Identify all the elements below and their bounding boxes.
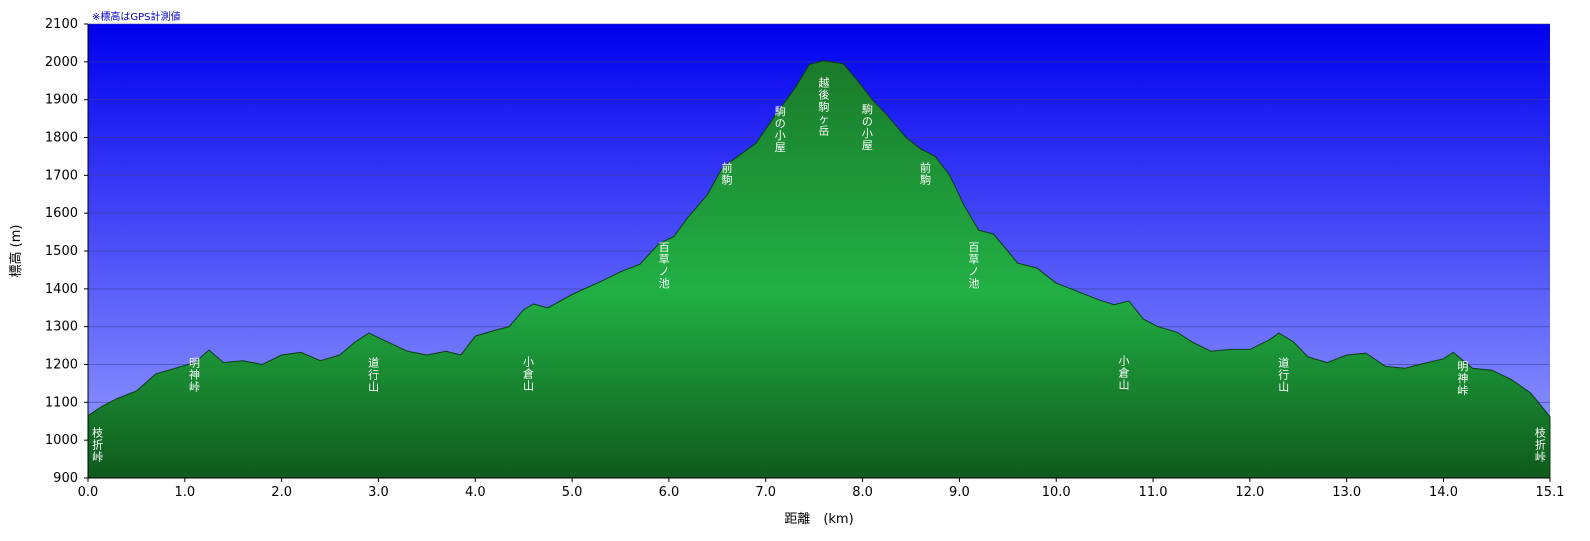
y-tick-label: 1400 <box>45 282 78 297</box>
x-tick-label: 9.0 <box>949 485 970 500</box>
place-label: 小倉山 <box>1118 355 1129 392</box>
y-tick-label: 1900 <box>45 93 78 108</box>
place-label: 明神峠 <box>189 356 200 393</box>
place-label: 小倉山 <box>523 356 534 393</box>
x-tick-label: 1.0 <box>174 485 195 500</box>
elevation-area <box>87 60 1551 479</box>
y-tick-label: 900 <box>53 471 78 486</box>
place-label: 百草ノ池 <box>968 241 979 290</box>
x-tick-label: 4.0 <box>465 485 486 500</box>
x-tick-label: 7.0 <box>755 485 776 500</box>
place-label: 越後駒ヶ岳 <box>818 75 829 137</box>
x-tick-label: 10.0 <box>1042 485 1071 500</box>
x-tick-label: 8.0 <box>852 485 873 500</box>
y-tick-label: 1300 <box>45 320 78 335</box>
y-tick-label: 2000 <box>45 55 78 70</box>
y-tick-label: 1200 <box>45 358 78 373</box>
y-tick-label: 1100 <box>45 395 78 410</box>
place-label: 明神峠 <box>1457 360 1468 397</box>
x-axis-ticks: 0.0 1.0 2.0 3.0 4.0 5.0 6.0 7.0 8.0 9.0 10.0 11.0 12… <box>78 478 1565 500</box>
x-tick-label: 6.0 <box>659 485 680 500</box>
y-tick-label: 1800 <box>45 131 78 146</box>
y-tick-label: 1600 <box>45 206 78 221</box>
place-label: 駒の小屋 <box>862 103 873 152</box>
x-tick-label: 15.1 <box>1536 485 1565 500</box>
place-labels: 枝折峠 明神峠 道行山 小倉山 百草ノ池 前駒 駒の小屋 越後駒ヶ岳 駒の小屋前駒百草ノ池小倉山… <box>92 75 1546 463</box>
y-tick-label: 1000 <box>45 433 78 448</box>
gps-note: ※標高はGPS計測値 <box>92 10 181 23</box>
x-tick-label: 12.0 <box>1235 485 1264 500</box>
x-tick-label: 13.0 <box>1332 485 1361 500</box>
place-label: 道行山 <box>368 355 379 393</box>
place-label: 百草ノ池 <box>659 241 670 290</box>
y-tick-label: 1700 <box>45 168 78 183</box>
x-axis-title: 距離 (km) <box>784 512 853 527</box>
x-tick-label: 2.0 <box>271 485 292 500</box>
place-label: 枝折峠 <box>92 425 103 463</box>
x-tick-label: 5.0 <box>562 485 583 500</box>
place-label: 駒の小屋 <box>775 105 786 154</box>
x-tick-label: 14.0 <box>1429 485 1458 500</box>
y-axis-title: 標高 (m) <box>8 225 24 278</box>
x-tick-label: 0.0 <box>78 485 99 500</box>
y-axis-ticks: 900 1000 1100 1200 1300 1400 1500 1600 1700 1800 1… <box>45 17 88 486</box>
place-label: 道行山 <box>1278 355 1289 393</box>
x-tick-label: 3.0 <box>368 485 389 500</box>
y-tick-label: 2100 <box>45 17 78 32</box>
place-label: 枝折峠 <box>1535 425 1546 463</box>
y-tick-label: 1500 <box>45 244 78 259</box>
place-label: 前駒 <box>920 161 931 187</box>
x-tick-label: 11.0 <box>1139 485 1168 500</box>
place-label: 前駒 <box>722 161 733 187</box>
